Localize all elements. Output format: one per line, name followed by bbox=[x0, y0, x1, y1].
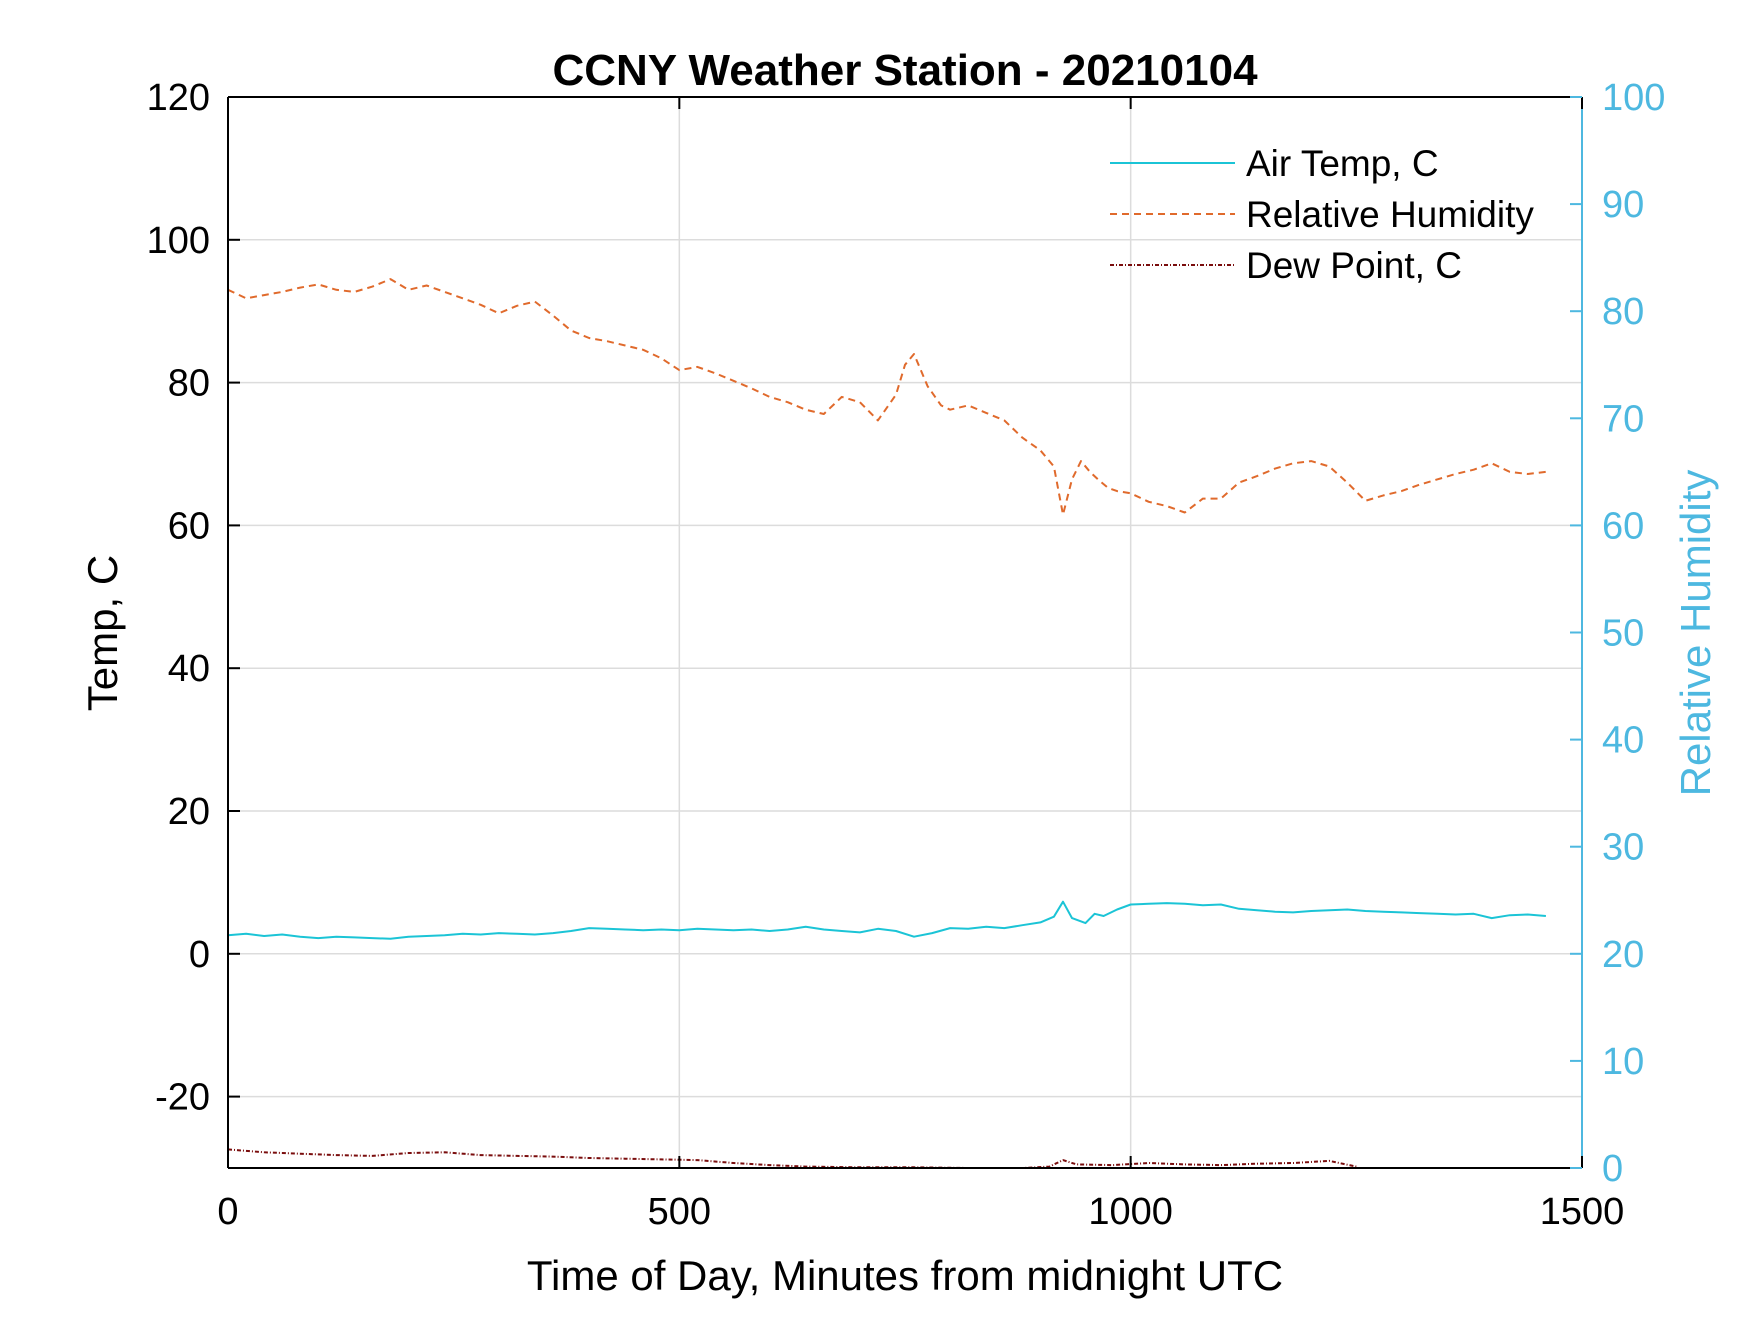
series-line-2 bbox=[227, 1148, 1357, 1169]
chart-title: CCNY Weather Station - 20210104 bbox=[552, 46, 1258, 95]
y-left-tick-label: 20 bbox=[168, 791, 210, 833]
y-right-tick-label: 0 bbox=[1602, 1148, 1623, 1190]
y-right-tick-label: 70 bbox=[1602, 398, 1644, 440]
legend-label-2: Dew Point, C bbox=[1246, 245, 1462, 286]
y-left-tick-label: 40 bbox=[168, 648, 210, 690]
x-tick-label: 0 bbox=[217, 1191, 238, 1233]
legend-label-0: Air Temp, C bbox=[1246, 143, 1439, 184]
y-right-tick-label: 30 bbox=[1602, 827, 1644, 869]
legend: Air Temp, C Relative Humidity Dew Point, C bbox=[1110, 143, 1534, 286]
y-right-tick-label: 20 bbox=[1602, 934, 1644, 976]
x-tick-label: 1500 bbox=[1540, 1191, 1625, 1233]
legend-label-1: Relative Humidity bbox=[1246, 194, 1534, 235]
y-axis-left-label: Temp, C bbox=[79, 555, 126, 711]
y-right-tick-label: 60 bbox=[1602, 505, 1644, 547]
y-right-tick-label: 80 bbox=[1602, 291, 1644, 333]
x-tick-label: 500 bbox=[648, 1191, 711, 1233]
y-left-tick-label: 100 bbox=[147, 220, 210, 262]
x-tick-label: 1000 bbox=[1088, 1191, 1173, 1233]
x-axis-label: Time of Day, Minutes from midnight UTC bbox=[527, 1252, 1283, 1299]
y-axis-right-label: Relative Humidity bbox=[1672, 470, 1719, 797]
y-left-tick-label: 0 bbox=[189, 934, 210, 976]
y-left-tick-label: 60 bbox=[168, 505, 210, 547]
y-right-tick-label: 50 bbox=[1602, 613, 1644, 655]
y-right-tick-label: 40 bbox=[1602, 720, 1644, 762]
y-right-tick-label: 90 bbox=[1602, 184, 1644, 226]
y-left-tick-label: 120 bbox=[147, 77, 210, 119]
y-left-tick-label: 80 bbox=[168, 363, 210, 405]
y-left-tick-label: -20 bbox=[155, 1077, 210, 1119]
y-right-tick-label: 10 bbox=[1602, 1041, 1644, 1083]
y-right-tick-label: 100 bbox=[1602, 77, 1665, 119]
series-line-0 bbox=[227, 900, 1546, 940]
series-layer bbox=[227, 278, 1547, 1169]
grid-layer bbox=[228, 97, 1582, 1168]
axes-layer: 0 500 1000 1500120100806040200-201009080706… bbox=[147, 77, 1666, 1233]
